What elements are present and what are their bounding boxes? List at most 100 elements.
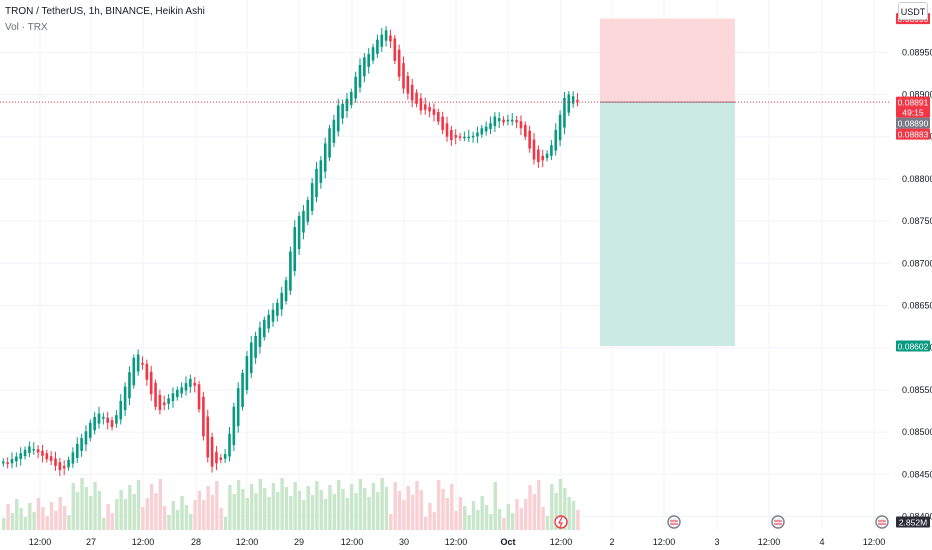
volume-bar [441,489,445,530]
volume-bar [36,498,41,530]
candle-body [36,449,40,453]
candle-body [236,388,240,426]
currency-button[interactable]: USDT [898,2,928,20]
candle-body [276,302,279,316]
candle-body [10,459,14,464]
volume-tag: 2.852M [896,516,930,528]
volume-bar [371,483,376,530]
volume-bar [249,484,254,530]
candle-body [576,99,579,102]
candle-body [341,103,344,119]
volume-bar [315,481,319,530]
candle-body [215,451,218,464]
current-price-tag-text: 49:15 [902,108,924,118]
volume-bar [32,512,36,530]
candle-body [284,280,288,302]
candle-body [432,109,436,115]
candle-body [524,124,527,137]
volume-bar [410,495,415,530]
event-marker-icon[interactable] [771,515,785,529]
target-price-tag-text: 0.08602 [898,342,929,352]
time-tick-label: 12:00 [758,537,781,547]
volume-bar [354,493,358,530]
candle-body [502,119,505,123]
candles [2,26,579,476]
candle-body [289,251,292,291]
volume-bar [445,498,450,530]
volume-bar [419,490,423,530]
candle-body [23,449,27,457]
candle-body [489,123,492,129]
volume-bar [58,497,62,530]
volume-bar [236,480,241,530]
volume-bar [310,495,315,530]
volume-bar [189,514,193,530]
volume-bar [80,478,84,530]
event-markers[interactable] [554,515,889,529]
candle-body [393,38,397,61]
candle-body [102,416,105,419]
candle-body [97,413,101,424]
volume-legend: Vol · TRX [5,22,48,33]
entry-price-tag-text: 0.08890 [898,119,929,129]
event-marker-icon[interactable] [667,515,681,529]
volume-bar [167,515,171,530]
volume-bar [67,515,71,530]
candle-body [471,135,475,138]
event-marker-icon[interactable] [554,515,568,529]
volume-bar [45,516,49,530]
candle-body [219,457,223,460]
candle-body [550,145,553,156]
target-price-tag-bg [896,340,930,352]
volume-bar [123,499,128,530]
event-marker-icon[interactable] [875,515,889,529]
time-axis[interactable]: 12:00 27 12:00 28 12:00 29 12:00 30 12:00 Oct 12:0… [29,537,886,547]
volume-bar [71,483,75,530]
price-tick-label: 0.08500 [902,427,932,437]
candle-body [254,335,257,358]
candle-body [180,387,183,394]
candle-body [445,123,449,137]
volume-bar [132,494,136,530]
volume-bar [402,500,406,530]
candle-body [271,309,275,322]
volume-bar [119,490,123,530]
time-tick-label: 2 [609,537,614,547]
position-zones[interactable] [600,18,735,347]
volume-bar [136,480,141,530]
candle-body [345,98,349,112]
volume-bar [110,513,115,530]
chart-title: TRON / TetherUS, 1h, BINANCE, Heikin Ash… [5,6,205,17]
volume-bar [145,498,149,530]
stop-loss-zone [600,18,735,103]
candle-body [263,319,266,338]
volume-bar [210,495,215,530]
candle-body [249,342,253,374]
volume-bar [193,500,197,530]
volume-bar [128,485,132,530]
candle-body [450,130,453,141]
candle-body [328,128,331,158]
candle-body [463,136,466,139]
current-price-tag-text: 0.08891 [898,98,929,108]
lightning-icon [558,516,563,528]
candle-body [80,438,83,451]
volume-bar [423,517,428,530]
volume-bar [510,513,515,530]
candle-body [228,433,231,457]
volume-bar [84,487,89,530]
price-tick-label: 0.08650 [902,301,932,311]
candle-body [358,64,362,88]
price-axis[interactable]: 0.084000.084500.085000.085500.086000.086… [890,0,932,550]
candle-body [2,461,5,464]
candle-body [167,398,170,404]
time-tick-label: Oct [500,537,515,547]
price-tick-label: 0.08900 [902,90,932,100]
price-tick-label: 0.08550 [902,385,932,395]
volume-bars [2,478,580,530]
volume-bar [54,511,58,530]
volume-bar [415,481,419,530]
candle-body [49,456,53,461]
volume-bar [393,482,397,530]
